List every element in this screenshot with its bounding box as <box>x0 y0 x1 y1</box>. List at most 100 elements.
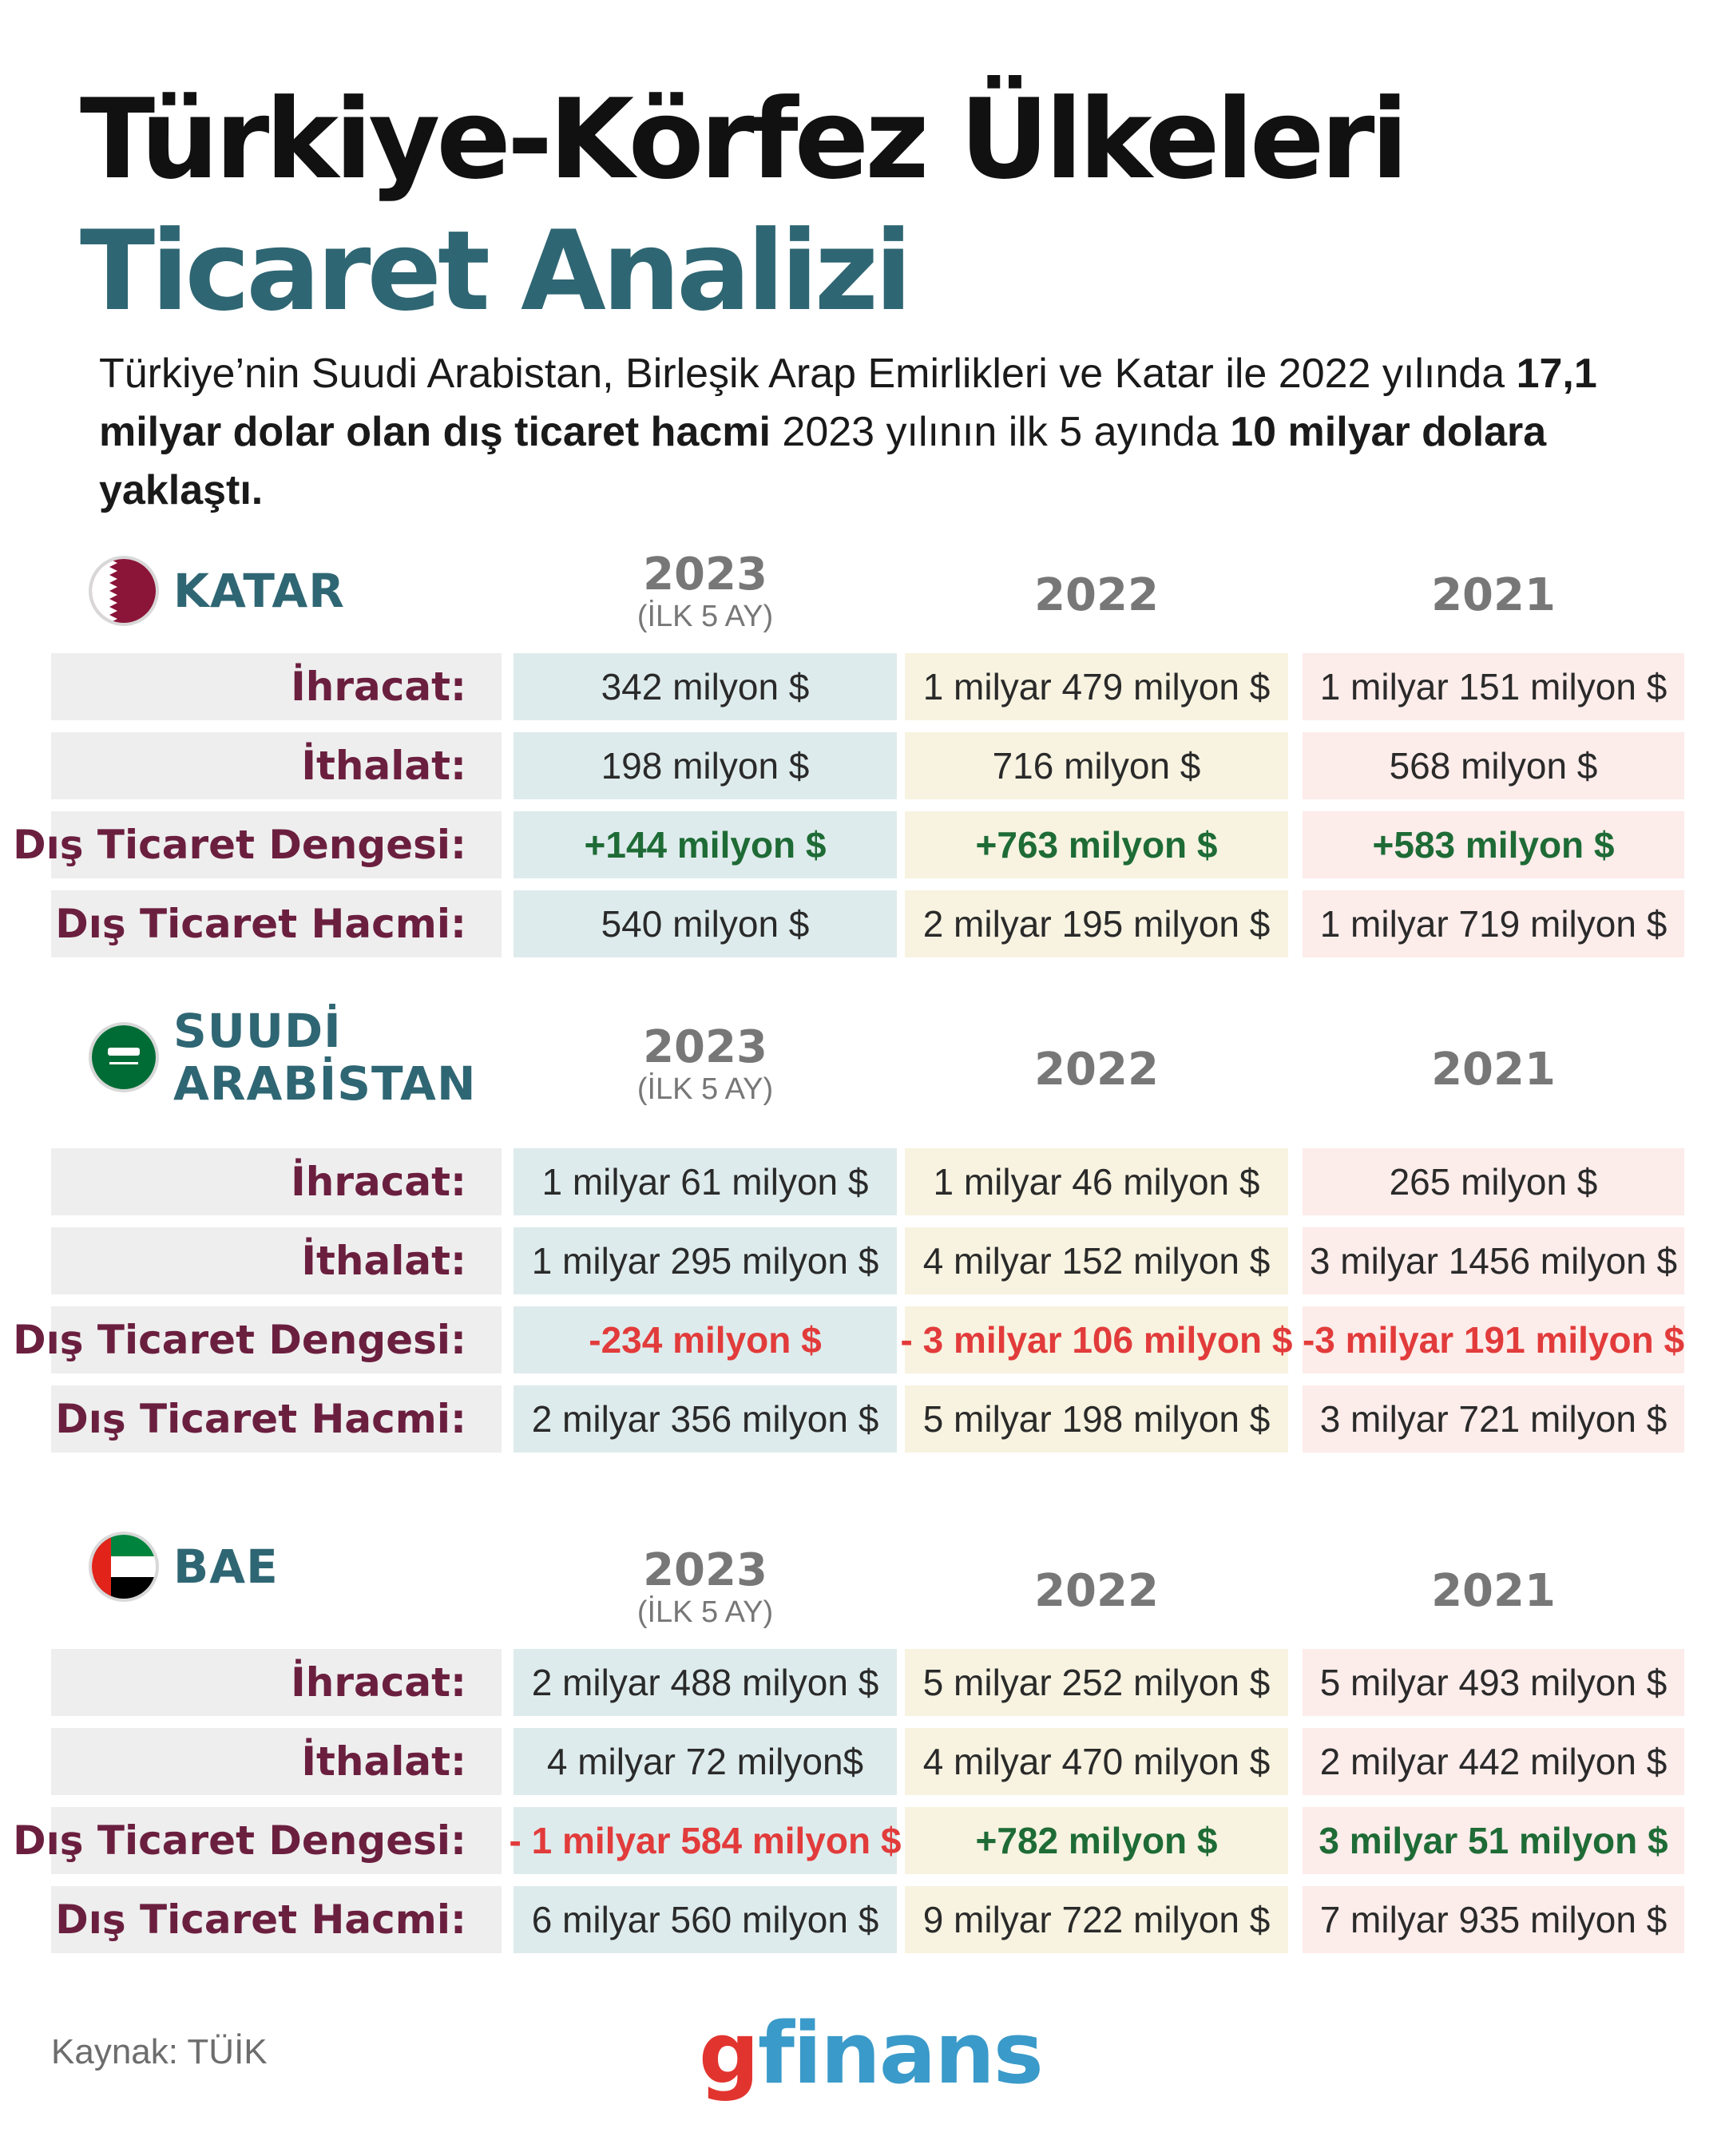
year-2023: 2023 (İLK 5 AY) <box>514 549 897 633</box>
value-2023: +144 milyon $ <box>514 811 897 878</box>
row-label: İthalat: <box>51 1728 502 1795</box>
value-2023: 198 milyon $ <box>514 732 897 799</box>
value-2022: 9 milyar 722 milyon $ <box>905 1886 1288 1953</box>
country-name: BAE <box>173 1540 279 1594</box>
value-2023: 2 milyar 488 milyon $ <box>514 1649 897 1716</box>
year-2023: 2023 (İLK 5 AY) <box>514 1544 897 1629</box>
intro-part-1: Türkiye’nin Suudi Arabistan, Birleşik Ar… <box>99 351 1517 397</box>
year-2022: 2022 <box>1034 1044 1159 1096</box>
value-2021: 265 milyon $ <box>1303 1148 1684 1215</box>
row-label: Dış Ticaret Hacmi: <box>51 1886 502 1953</box>
intro-text: Türkiye’nin Suudi Arabistan, Birleşik Ar… <box>99 345 1632 520</box>
value-2023: 1 milyar 61 milyon $ <box>514 1148 897 1215</box>
value-2023: 342 milyon $ <box>514 653 897 720</box>
year-2023-label: 2023 <box>643 1544 767 1596</box>
intro-highlight-2: 10 milyar dolara yaklaştı. <box>99 409 1547 513</box>
value-2021: +583 milyon $ <box>1303 811 1684 878</box>
section-uae: BAE 2023 (İLK 5 AY) 2022 2021 İhracat: 2… <box>0 1529 1725 1976</box>
value-2022: 5 milyar 252 milyon $ <box>905 1649 1288 1716</box>
table-row-exports: İhracat: 2 milyar 488 milyon $ 5 milyar … <box>0 1649 1725 1716</box>
page-title: Türkiye-Körfez Ülkeleri <box>80 75 1409 204</box>
row-label: İthalat: <box>51 1227 502 1294</box>
qatar-flag-icon <box>92 559 156 623</box>
value-2021: 3 milyar 1456 milyon $ <box>1303 1227 1684 1294</box>
table-row-exports: İhracat: 1 milyar 61 milyon $ 1 milyar 4… <box>0 1148 1725 1215</box>
year-2023: 2023 (İLK 5 AY) <box>514 1021 897 1106</box>
table-row-imports: İthalat: 198 milyon $ 716 milyon $ 568 m… <box>0 732 1725 799</box>
value-2022: +763 milyon $ <box>905 811 1288 878</box>
row-label: Dış Ticaret Dengesi: <box>13 1807 502 1874</box>
value-2023: 4 milyar 72 milyon$ <box>514 1728 897 1795</box>
year-2021: 2021 <box>1431 1565 1556 1617</box>
table-row-imports: İthalat: 1 milyar 295 milyon $ 4 milyar … <box>0 1227 1725 1294</box>
value-2021: 5 milyar 493 milyon $ <box>1303 1649 1684 1716</box>
intro-highlight-1: 17,1 milyar dolar olan dış ticaret hacmi <box>99 351 1597 455</box>
intro-part-2: 2023 yılının ilk 5 ayında <box>770 409 1231 455</box>
value-2021: 568 milyon $ <box>1303 732 1684 799</box>
country-name-line-2: ARABİSTAN <box>173 1056 477 1111</box>
table-row-balance: Dış Ticaret Dengesi: - 1 milyar 584 mily… <box>0 1807 1725 1874</box>
country-header-uae: BAE <box>92 1535 279 1599</box>
value-2023: -234 milyon $ <box>514 1306 897 1373</box>
value-2023: 6 milyar 560 milyon $ <box>514 1886 897 1953</box>
table-row-imports: İthalat: 4 milyar 72 milyon$ 4 milyar 47… <box>0 1728 1725 1795</box>
value-2022: 716 milyon $ <box>905 732 1288 799</box>
table-row-exports: İhracat: 342 milyon $ 1 milyar 479 milyo… <box>0 653 1725 720</box>
year-2023-label: 2023 <box>643 1021 767 1073</box>
value-2022: 4 milyar 152 milyon $ <box>905 1227 1288 1294</box>
value-2021: -3 milyar 191 milyon $ <box>1303 1306 1684 1373</box>
country-name: KATAR <box>173 564 345 618</box>
value-2022: 2 milyar 195 milyon $ <box>905 890 1288 957</box>
saudi-arabia-flag-icon <box>92 1025 156 1089</box>
value-2023: 540 milyon $ <box>514 890 897 957</box>
page-subtitle: Ticaret Analizi <box>80 207 912 335</box>
section-saudi-arabia: SUUDİ ARABİSTAN 2023 (İLK 5 AY) 2022 202… <box>0 1005 1725 1461</box>
year-2021: 2021 <box>1431 1044 1556 1096</box>
value-2021: 1 milyar 151 milyon $ <box>1303 653 1684 720</box>
source-note: Kaynak: TÜİK <box>51 2032 268 2071</box>
value-2022: - 3 milyar 106 milyon $ <box>901 1306 1292 1373</box>
value-2021: 7 milyar 935 milyon $ <box>1303 1886 1684 1953</box>
table-row-volume: Dış Ticaret Hacmi: 6 milyar 560 milyon $… <box>0 1886 1725 1953</box>
uae-flag-icon <box>92 1535 156 1599</box>
table-row-balance: Dış Ticaret Dengesi: +144 milyon $ +763 … <box>0 811 1725 878</box>
country-name-line-1: SUUDİ <box>173 1004 342 1058</box>
year-2022: 2022 <box>1034 1565 1159 1617</box>
year-2023-note: (İLK 5 AY) <box>636 1072 774 1106</box>
table-row-balance: Dış Ticaret Dengesi: -234 milyon $ - 3 m… <box>0 1306 1725 1373</box>
value-2023: 1 milyar 295 milyon $ <box>514 1227 897 1294</box>
country-header-katar: KATAR <box>92 559 345 623</box>
year-2023-label: 2023 <box>643 549 767 600</box>
value-2022: 5 milyar 198 milyon $ <box>905 1385 1288 1453</box>
year-2023-note: (İLK 5 AY) <box>636 1595 774 1629</box>
table-row-volume: Dış Ticaret Hacmi: 2 milyar 356 milyon $… <box>0 1385 1725 1453</box>
logo-text: finans <box>757 2004 1044 2102</box>
value-2021: 3 milyar 51 milyon $ <box>1303 1807 1684 1874</box>
value-2023: 2 milyar 356 milyon $ <box>514 1385 897 1453</box>
row-label: İhracat: <box>51 653 502 720</box>
logo-g: g <box>699 2004 759 2102</box>
value-2023: - 1 milyar 584 milyon $ <box>510 1807 901 1874</box>
row-label: Dış Ticaret Hacmi: <box>51 890 502 957</box>
row-label: İhracat: <box>51 1649 502 1716</box>
row-label: İhracat: <box>51 1148 502 1215</box>
year-2023-note: (İLK 5 AY) <box>636 600 774 633</box>
value-2021: 3 milyar 721 milyon $ <box>1303 1385 1684 1453</box>
value-2022: 1 milyar 479 milyon $ <box>905 653 1288 720</box>
row-label: İthalat: <box>51 732 502 799</box>
value-2021: 1 milyar 719 milyon $ <box>1303 890 1684 957</box>
value-2022: +782 milyon $ <box>905 1807 1288 1874</box>
year-2021: 2021 <box>1431 569 1556 621</box>
gfinans-logo: g finans <box>699 2004 1044 2102</box>
row-label: Dış Ticaret Dengesi: <box>13 811 502 878</box>
row-label: Dış Ticaret Dengesi: <box>13 1306 502 1373</box>
table-row-volume: Dış Ticaret Hacmi: 540 milyon $ 2 milyar… <box>0 890 1725 957</box>
year-2022: 2022 <box>1034 569 1159 621</box>
section-katar: KATAR 2023 (İLK 5 AY) 2022 2021 İhracat:… <box>0 549 1725 998</box>
value-2022: 4 milyar 470 milyon $ <box>905 1728 1288 1795</box>
value-2021: 2 milyar 442 milyon $ <box>1303 1728 1684 1795</box>
row-label: Dış Ticaret Hacmi: <box>51 1385 502 1453</box>
value-2022: 1 milyar 46 milyon $ <box>905 1148 1288 1215</box>
country-name: SUUDİ ARABİSTAN <box>173 1005 477 1110</box>
country-header-saudi-arabia: SUUDİ ARABİSTAN <box>92 1005 477 1110</box>
